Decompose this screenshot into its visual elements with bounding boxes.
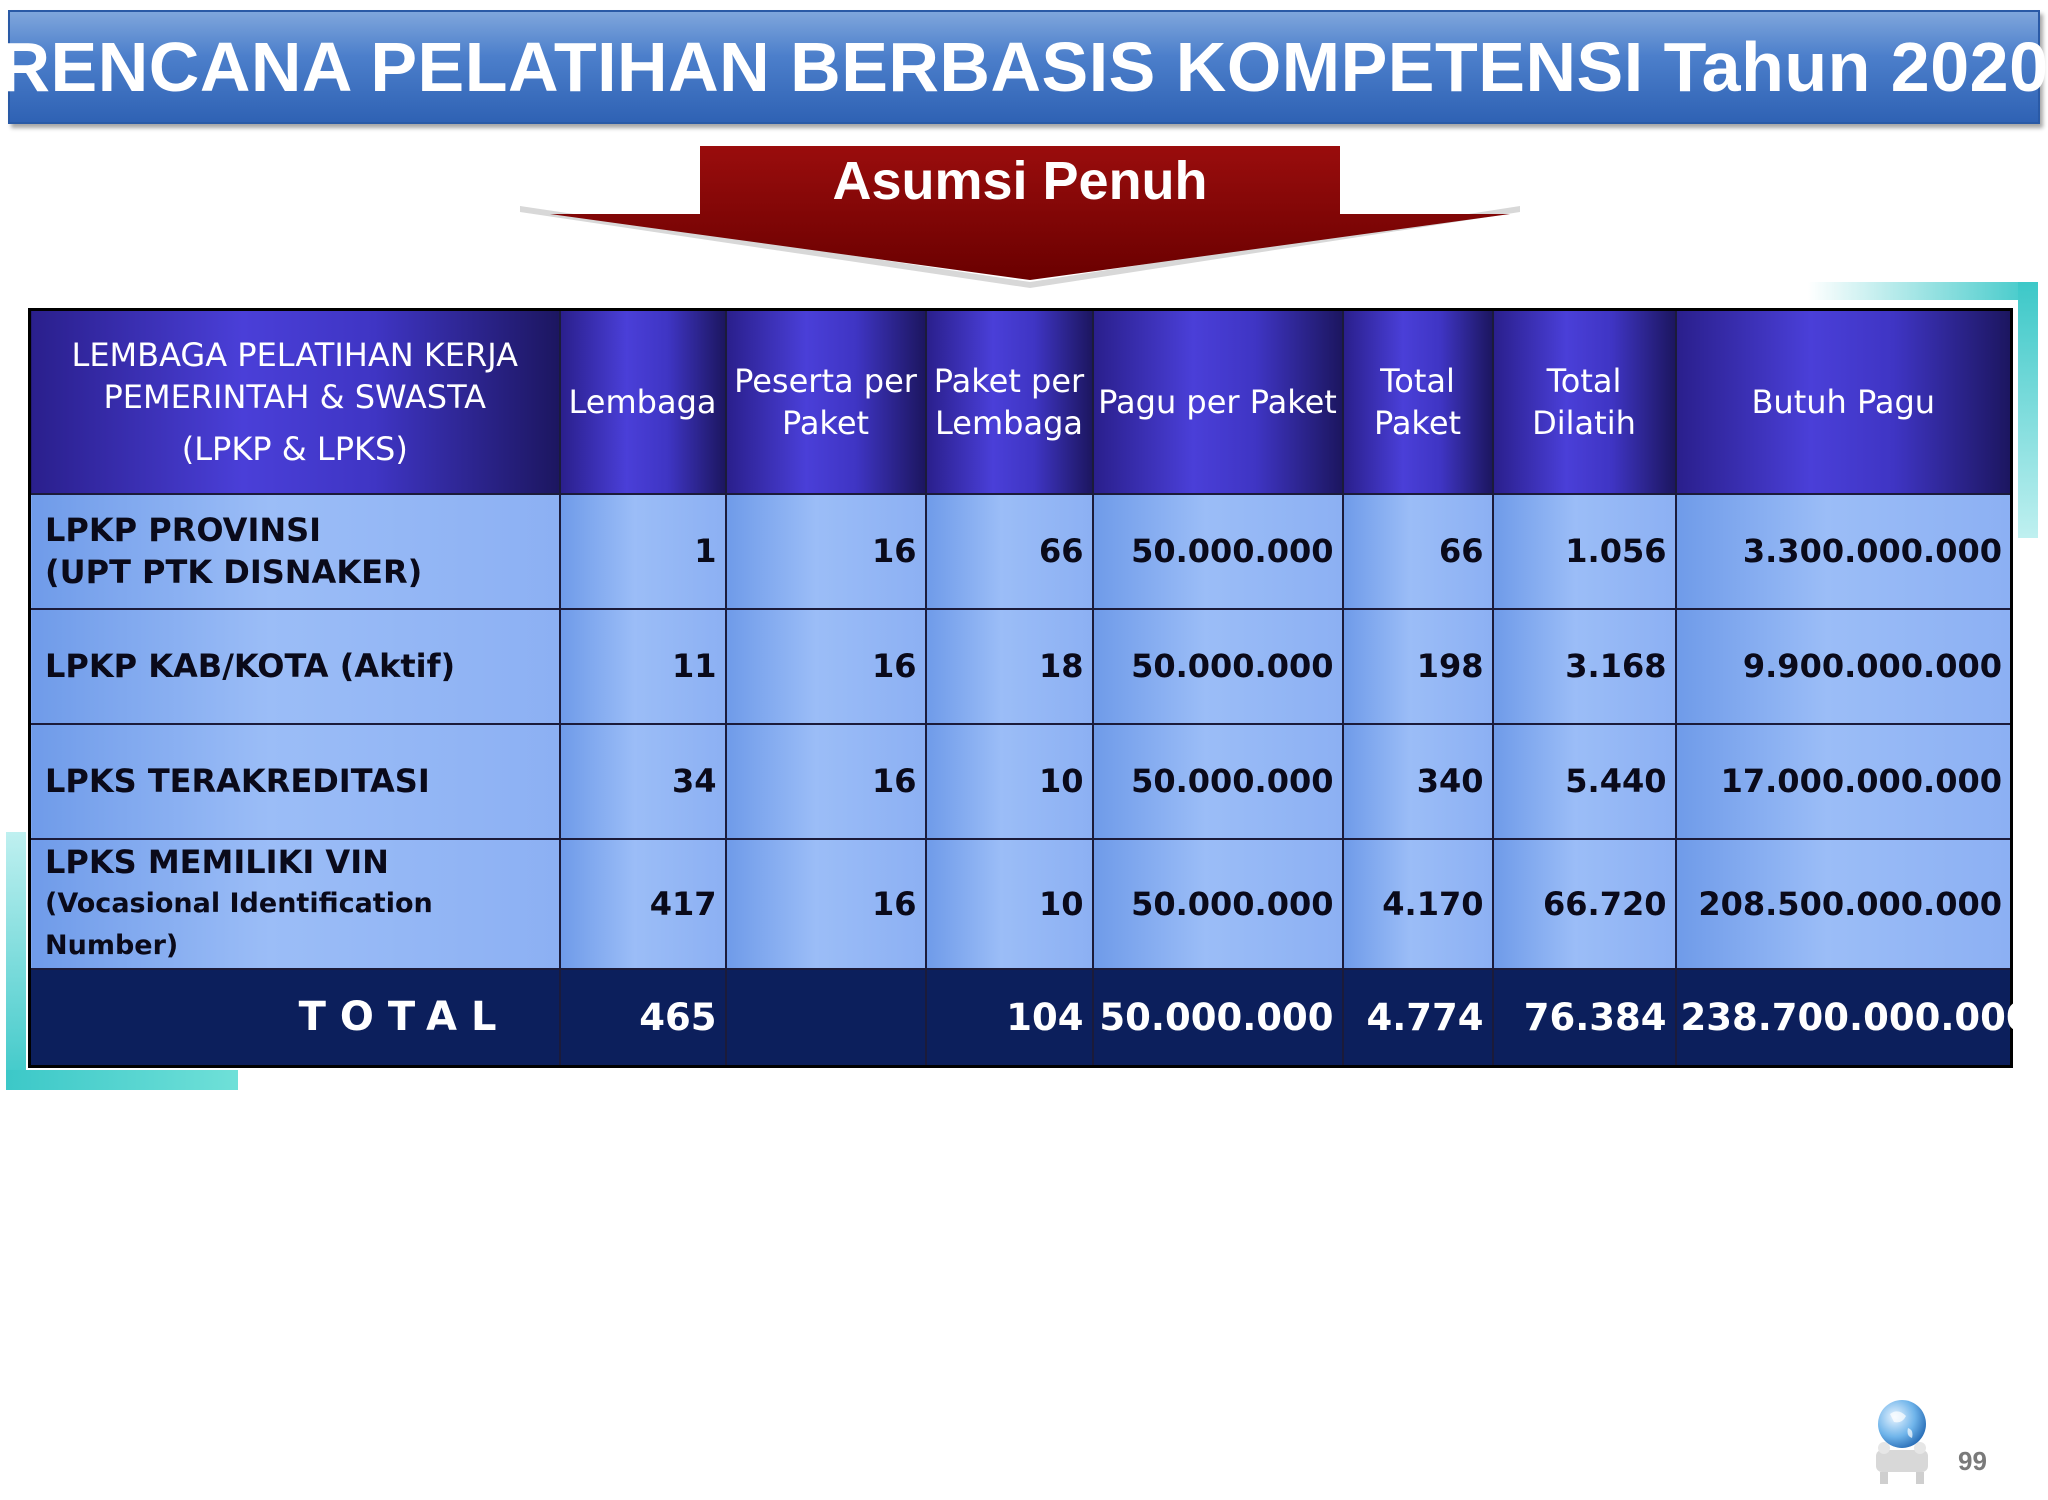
cell-peserta: 16 bbox=[724, 492, 927, 610]
cell-total-dilatih: 1.056 bbox=[1491, 492, 1677, 610]
table-total-row: TOTAL 465 104 50.000.000 4.774 76.384 23… bbox=[28, 967, 2032, 1068]
total-lembaga: 465 bbox=[558, 967, 727, 1068]
total-peserta bbox=[724, 967, 927, 1068]
header-lembaga: Lembaga bbox=[558, 308, 727, 495]
globe-logo-icon bbox=[1876, 1400, 1928, 1484]
cell-butuh-pagu: 208.500.000.000 bbox=[1674, 837, 2013, 970]
cell-paket: 10 bbox=[924, 722, 1094, 840]
cell-lembaga: 11 bbox=[558, 607, 727, 725]
table-row: LPKS MEMILIKI VIN (Vocasional Identifica… bbox=[28, 837, 2013, 970]
cell-total-paket: 340 bbox=[1341, 722, 1494, 840]
cell-pagu: 50.000.000 bbox=[1091, 492, 1344, 610]
total-paket-per-lembaga: 104 bbox=[924, 967, 1094, 1068]
cell-pagu: 50.000.000 bbox=[1091, 607, 1344, 725]
cell-butuh-pagu: 3.300.000.000 bbox=[1674, 492, 2013, 610]
table-row: LPKP KAB/KOTA (Aktif) 11 16 18 50.000.00… bbox=[28, 607, 2013, 725]
asumsi-arrow: Asumsi Penuh bbox=[520, 140, 1520, 290]
cell-total-paket: 198 bbox=[1341, 607, 1494, 725]
cell-total-paket: 66 bbox=[1341, 492, 1494, 610]
cell-paket: 10 bbox=[924, 837, 1094, 970]
training-plan-table: LEMBAGA PELATIHAN KERJA PEMERINTAH & SWA… bbox=[28, 308, 2032, 1068]
title-banner: RENCANA PELATIHAN BERBASIS KOMPETENSI Ta… bbox=[0, 10, 2048, 124]
total-total-paket: 4.774 bbox=[1341, 967, 1494, 1068]
cell-total-paket: 4.170 bbox=[1341, 837, 1494, 970]
cell-butuh-pagu: 9.900.000.000 bbox=[1674, 607, 2013, 725]
cell-paket: 66 bbox=[924, 492, 1094, 610]
header-butuh-pagu: Butuh Pagu bbox=[1674, 308, 2013, 495]
table-row: LPKS TERAKREDITASI 34 16 10 50.000.000 3… bbox=[28, 722, 2013, 840]
asumsi-penuh-label: Asumsi Penuh bbox=[832, 151, 1208, 211]
cell-pagu: 50.000.000 bbox=[1091, 722, 1344, 840]
total-total-dilatih: 76.384 bbox=[1491, 967, 1677, 1068]
row-name: LPKS MEMILIKI VIN (Vocasional Identifica… bbox=[28, 837, 561, 970]
page-number: 99 bbox=[1958, 1446, 1987, 1476]
cell-peserta: 16 bbox=[724, 607, 927, 725]
page-title: RENCANA PELATIHAN BERBASIS KOMPETENSI Ta… bbox=[0, 28, 2048, 106]
cell-lembaga: 417 bbox=[558, 837, 727, 970]
teal-bracket-bottom-left bbox=[6, 832, 238, 1090]
header-pagu-per-paket: Pagu per Paket bbox=[1091, 308, 1344, 495]
cell-peserta: 16 bbox=[724, 837, 927, 970]
row-name: LPKP PROVINSI (UPT PTK DISNAKER) bbox=[28, 492, 561, 610]
header-paket-per-lembaga: Paket per Lembaga bbox=[924, 308, 1094, 495]
table-header-row: LEMBAGA PELATIHAN KERJA PEMERINTAH & SWA… bbox=[28, 308, 2013, 495]
total-butuh-pagu: 238.700.000.000 bbox=[1674, 967, 2032, 1068]
cell-total-dilatih: 3.168 bbox=[1491, 607, 1677, 725]
cell-pagu: 50.000.000 bbox=[1091, 837, 1344, 970]
header-peserta-per-paket: Peserta per Paket bbox=[724, 308, 927, 495]
header-total-paket: Total Paket bbox=[1341, 308, 1494, 495]
down-arrow-icon bbox=[520, 146, 1520, 288]
table-row: LPKP PROVINSI (UPT PTK DISNAKER) 1 16 66… bbox=[28, 492, 2013, 610]
header-lembaga-pelatihan: LEMBAGA PELATIHAN KERJA PEMERINTAH & SWA… bbox=[28, 308, 561, 495]
cell-lembaga: 34 bbox=[558, 722, 727, 840]
cell-lembaga: 1 bbox=[558, 492, 727, 610]
teal-bracket-top-right bbox=[1808, 282, 2038, 538]
total-label: TOTAL bbox=[28, 967, 561, 1068]
cell-butuh-pagu: 17.000.000.000 bbox=[1674, 722, 2013, 840]
cell-paket: 18 bbox=[924, 607, 1094, 725]
cell-total-dilatih: 66.720 bbox=[1491, 837, 1677, 970]
total-pagu: 50.000.000 bbox=[1091, 967, 1344, 1068]
row-name: LPKS TERAKREDITASI bbox=[28, 722, 561, 840]
cell-total-dilatih: 5.440 bbox=[1491, 722, 1677, 840]
cell-peserta: 16 bbox=[724, 722, 927, 840]
header-total-dilatih: Total Dilatih bbox=[1491, 308, 1677, 495]
row-name: LPKP KAB/KOTA (Aktif) bbox=[28, 607, 561, 725]
